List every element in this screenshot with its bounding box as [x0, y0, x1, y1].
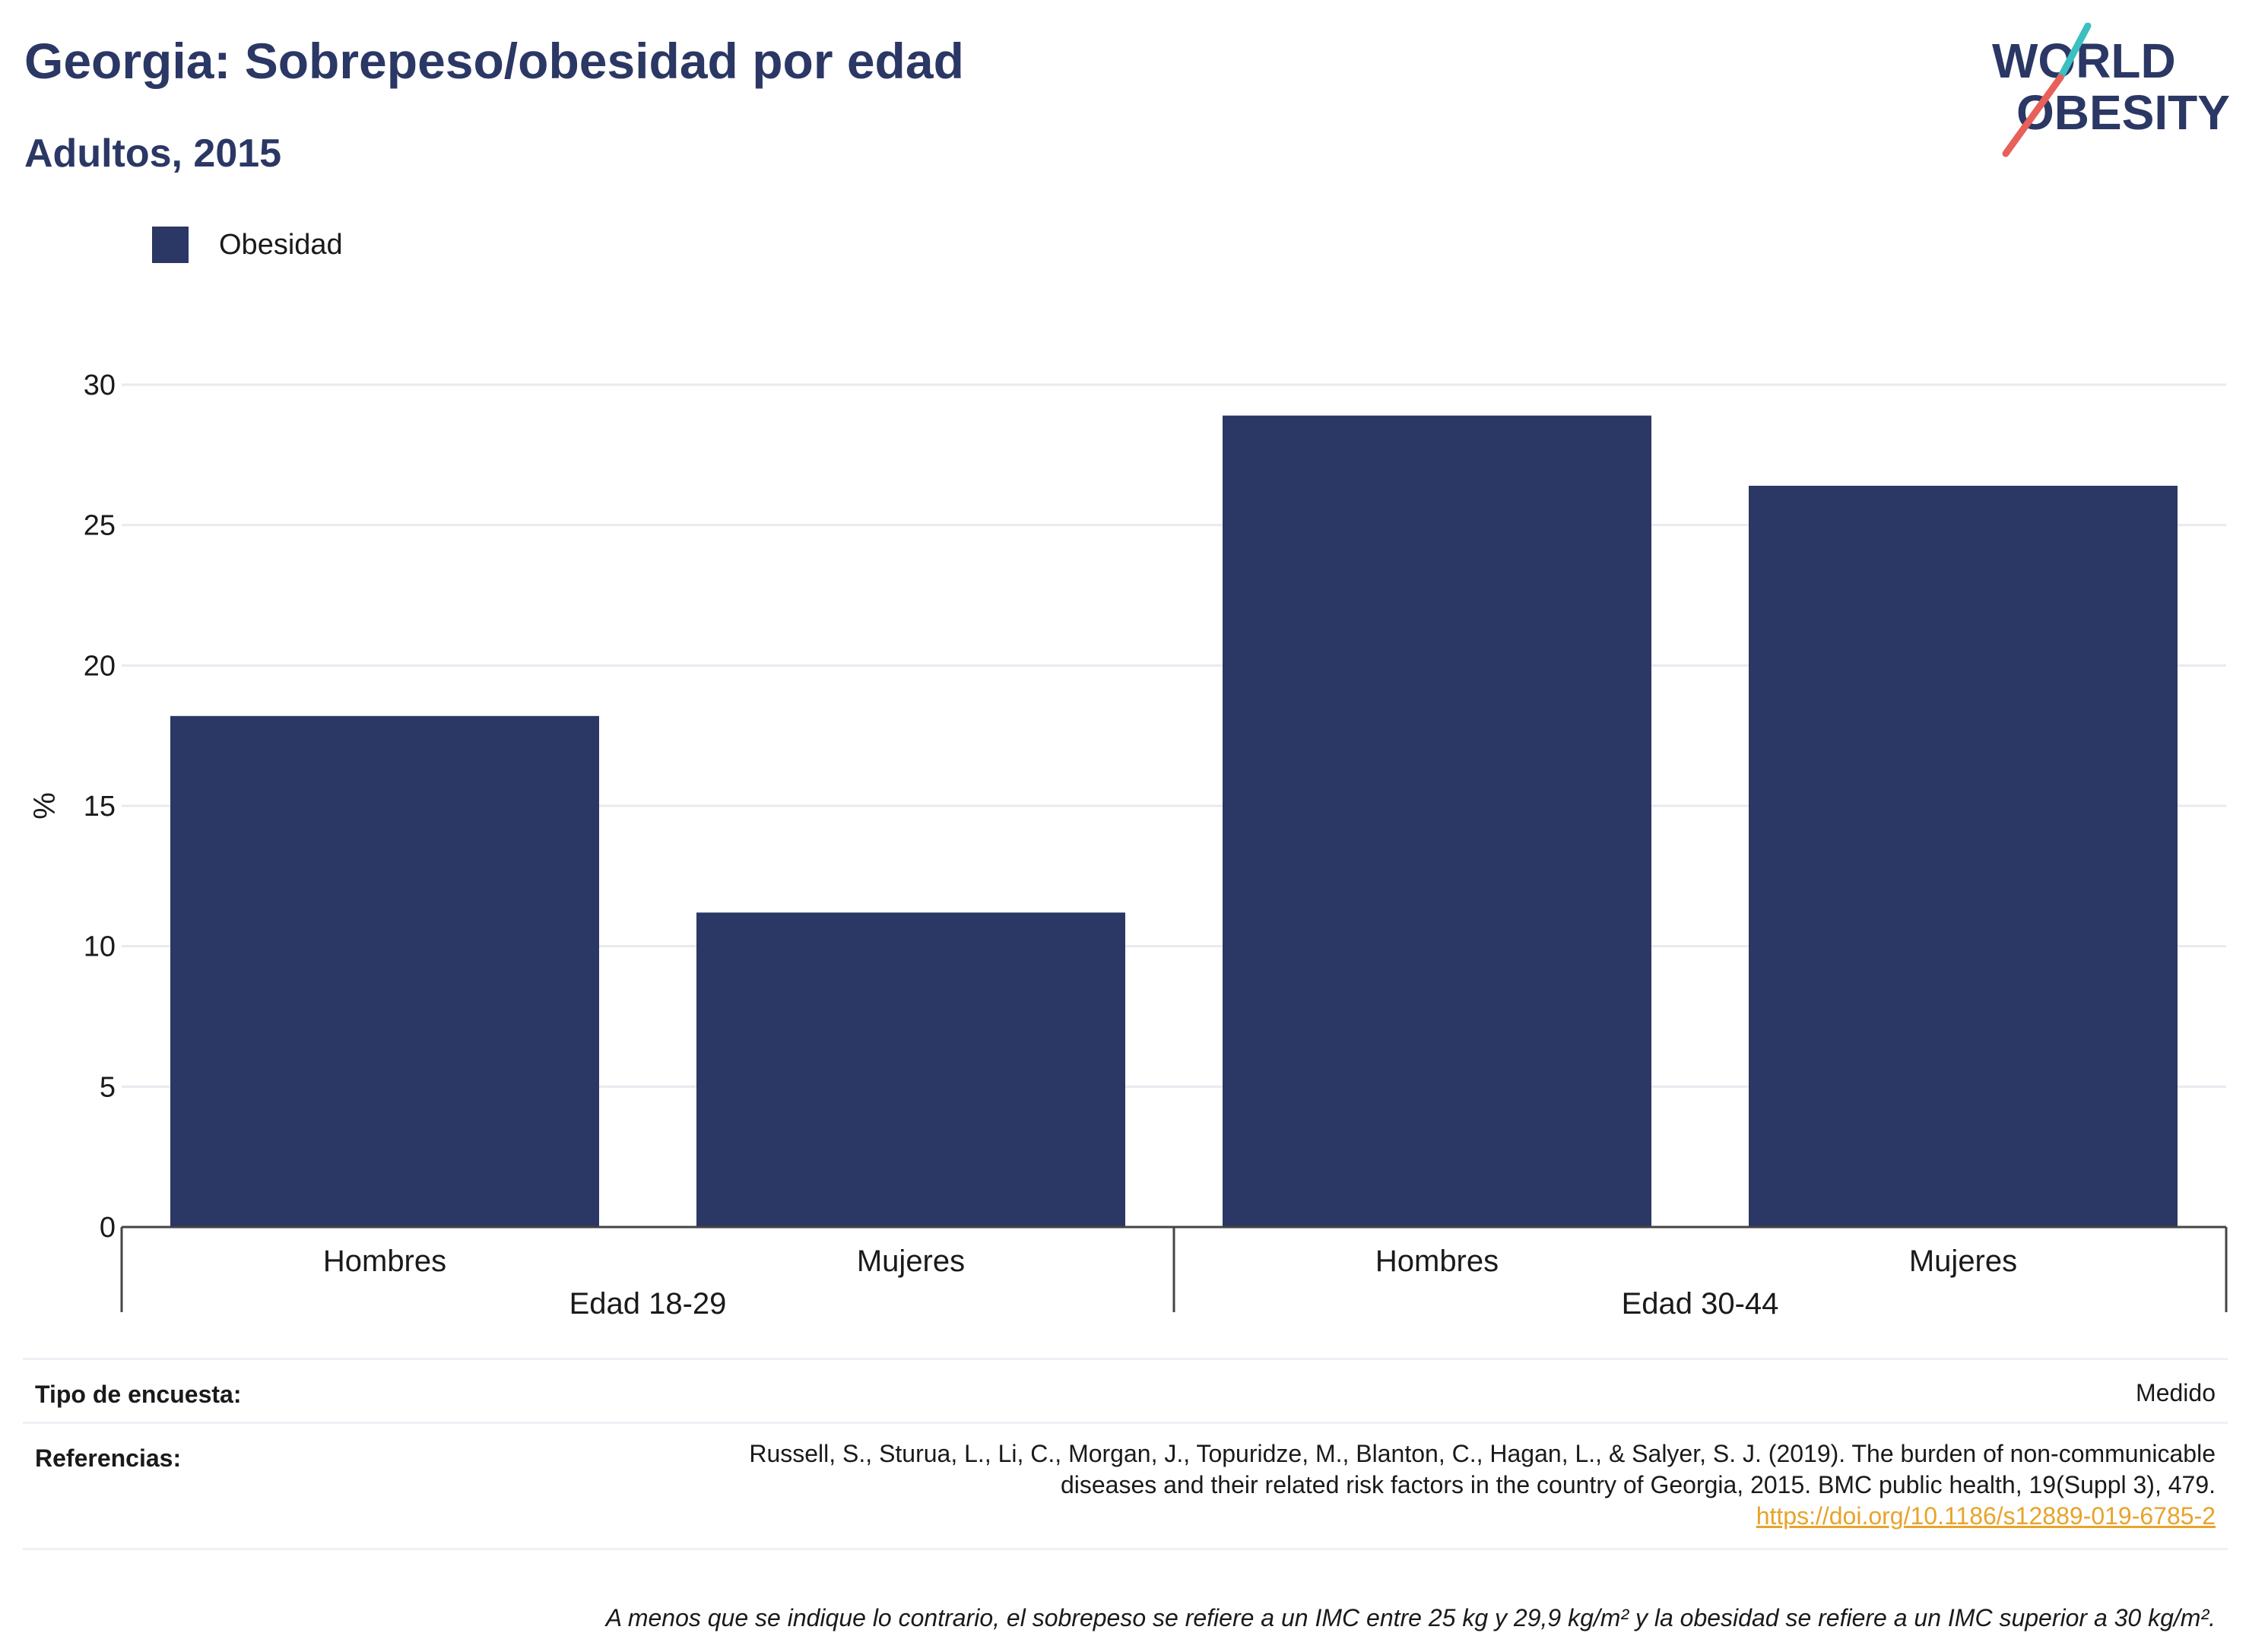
bar	[170, 715, 599, 1227]
survey-type-label: Tipo de encuesta:	[35, 1381, 242, 1408]
footer-divider	[23, 1422, 2228, 1424]
bar	[696, 912, 1125, 1227]
footer-divider	[23, 1358, 2228, 1360]
y-tick-label: 15	[84, 791, 116, 823]
x-group-label: Edad 30-44	[1622, 1287, 1779, 1321]
logo-word-world: WORLD	[1992, 33, 2176, 88]
x-tick-label: Mujeres	[857, 1245, 965, 1278]
chart-title: Georgia: Sobrepeso/obesidad por edad	[24, 33, 964, 89]
references-line: Russell, S., Sturua, L., Li, C., Morgan,…	[749, 1440, 2216, 1467]
y-tick-label: 0	[100, 1212, 116, 1244]
y-tick-label: 25	[84, 510, 116, 542]
y-tick-label: 20	[84, 650, 116, 682]
footer-divider	[23, 1548, 2228, 1550]
bar	[1749, 485, 2178, 1227]
chart-subtitle: Adultos, 2015	[24, 132, 282, 176]
y-tick-label: 30	[84, 369, 116, 401]
x-group-label: Edad 18-29	[569, 1287, 727, 1321]
logo-slash-teal	[2057, 23, 2092, 81]
survey-type-value: Medido	[2136, 1379, 2216, 1406]
references-line: diseases and their related risk factors …	[1060, 1471, 2216, 1498]
legend-swatch	[152, 227, 189, 263]
logo-slash-coral	[2002, 74, 2064, 157]
x-tick-label: Hombres	[323, 1245, 446, 1278]
references-doi-link[interactable]: https://doi.org/10.1186/s12889-019-6785-…	[1756, 1502, 2216, 1530]
world-obesity-logo: WORLD OBESITY	[1992, 23, 2230, 157]
y-tick-label: 5	[100, 1071, 116, 1103]
references-text: Russell, S., Sturua, L., Li, C., Morgan,…	[749, 1438, 2216, 1532]
x-tick-label: Mujeres	[1909, 1245, 2017, 1278]
bar	[1223, 415, 1651, 1227]
legend-label: Obesidad	[219, 228, 343, 261]
x-tick-label: Hombres	[1375, 1245, 1499, 1278]
y-axis-label: %	[28, 792, 62, 820]
definition-note: A menos que se indique lo contrario, el …	[605, 1604, 2216, 1631]
legend: Obesidad	[152, 227, 343, 263]
bar-chart: 0 5 10 15 20 25 30% Hombres Mujeres Hombres Mujere…	[28, 369, 2228, 1321]
references-label: Referencias:	[35, 1444, 182, 1472]
y-tick-label: 10	[84, 931, 116, 963]
